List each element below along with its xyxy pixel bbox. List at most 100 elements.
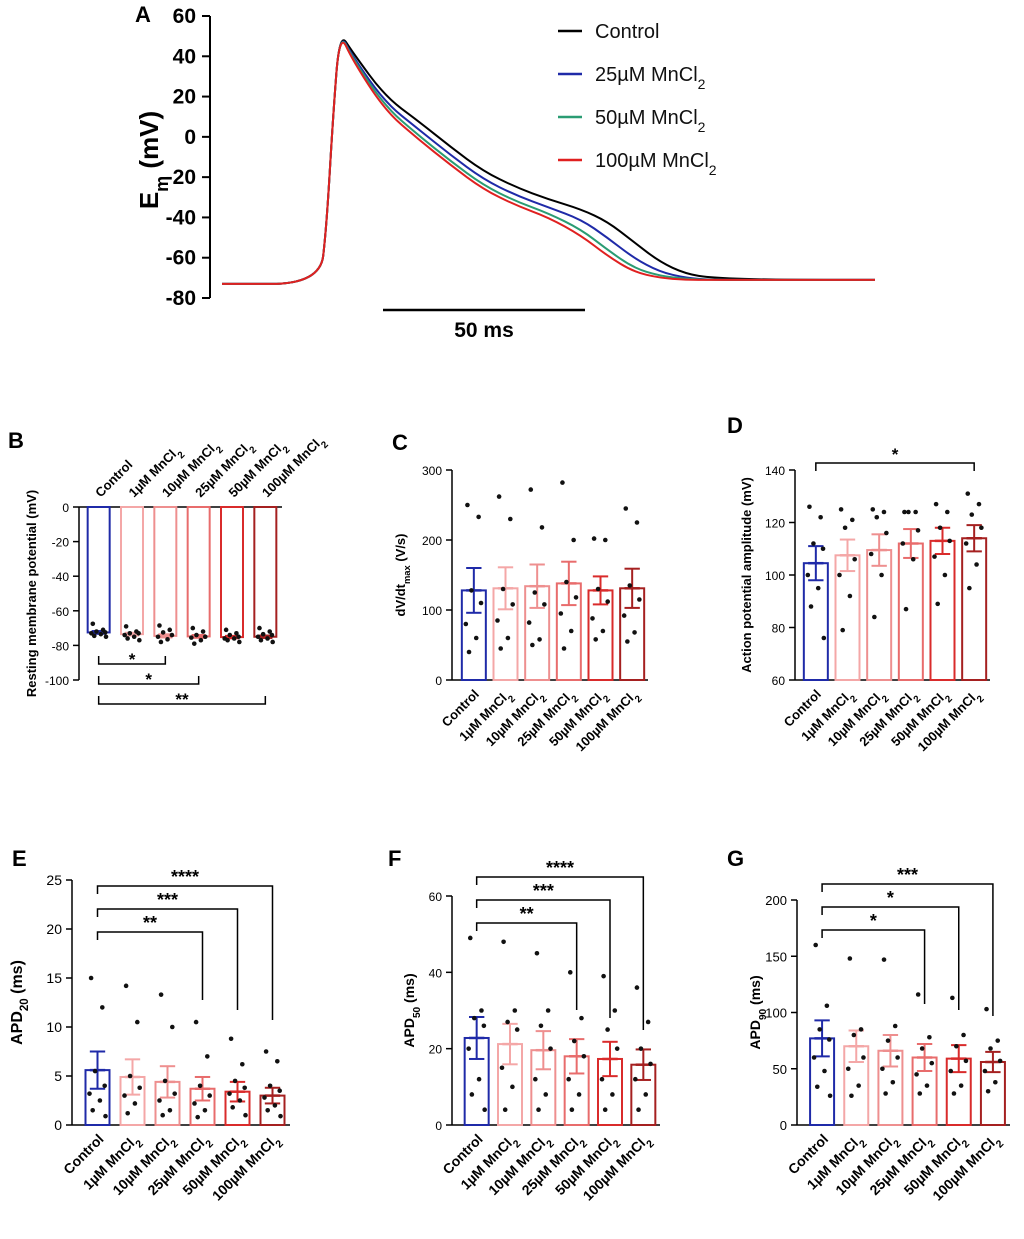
data-point (821, 635, 827, 641)
data-point (94, 629, 99, 634)
data-point (97, 1098, 103, 1103)
data-point (510, 602, 515, 607)
data-point (471, 1015, 477, 1021)
legend-entry: Control (595, 21, 659, 43)
data-point (505, 1019, 510, 1025)
data-point (532, 590, 538, 595)
data-point (103, 1113, 108, 1119)
data-point (605, 1027, 610, 1032)
data-point (805, 572, 811, 578)
significance-bracket (97, 676, 200, 685)
y-axis-label: APD90 (ms) (747, 975, 769, 1049)
legend-entry-sub: 2 (709, 162, 717, 178)
data-point (275, 1059, 280, 1064)
data-point (632, 630, 637, 635)
data-point (963, 541, 969, 546)
significance-bracket (475, 922, 578, 1010)
data-point (467, 935, 473, 941)
y-axis-label-sub: 50 (412, 1006, 423, 1018)
y-tick-label: 0 (780, 1118, 787, 1133)
data-point (902, 509, 907, 515)
data-point (566, 1076, 571, 1082)
data-point (870, 507, 876, 512)
data-point (543, 1092, 549, 1097)
data-point (482, 1107, 487, 1113)
data-point (160, 630, 166, 635)
data-point (847, 593, 853, 599)
data-point (255, 634, 261, 640)
data-point (198, 637, 204, 643)
panel-label-f: F (388, 846, 401, 871)
data-point (881, 957, 887, 962)
data-point (817, 1027, 822, 1032)
data-point (172, 1091, 177, 1096)
data-point (165, 637, 170, 642)
y-tick-label: 25 (46, 872, 62, 888)
data-point (919, 1046, 925, 1051)
data-point (207, 1093, 212, 1098)
panel-d: D 60 80 100 120 140 Action potential amplitude… (727, 413, 990, 754)
data-point (231, 636, 237, 641)
y-axis-label-main: APD (401, 1018, 417, 1048)
data-point (476, 514, 481, 520)
data-point (815, 585, 821, 591)
data-point (852, 556, 857, 562)
y-axis-label: APD50 (ms) (401, 973, 423, 1047)
significance-label: *** (157, 890, 178, 910)
scale-bar-label: 50 ms (454, 319, 514, 342)
y-axis-label-sub: 90 (758, 1008, 769, 1020)
data-point (536, 1107, 541, 1113)
y-tick-label: 20 (429, 1043, 443, 1057)
data-point (850, 517, 855, 523)
y-tick-label-a: 20 (173, 86, 196, 109)
y-tick-label: 15 (46, 970, 62, 986)
data-point (645, 1019, 651, 1025)
data-point (205, 1054, 210, 1059)
y-tick-label-a: 40 (173, 45, 196, 68)
data-point (478, 600, 484, 606)
data-point (879, 572, 884, 578)
data-point (837, 572, 842, 578)
data-point (827, 1093, 833, 1099)
significance-label: **** (546, 858, 574, 878)
data-point (954, 1043, 959, 1049)
legend-entry-sub: 2 (698, 76, 706, 92)
significance-label: ** (143, 913, 157, 933)
data-point (240, 1061, 245, 1067)
data-point (538, 1023, 544, 1029)
data-point (90, 621, 96, 627)
y-axis-label-unit: (V/s) (393, 534, 408, 566)
data-point (263, 1049, 269, 1054)
y-tick-label: 60 (772, 674, 786, 688)
data-point (236, 634, 241, 640)
data-point (634, 520, 640, 525)
data-point (510, 1084, 515, 1090)
data-point (958, 1083, 964, 1088)
bar (961, 537, 988, 681)
significance-bracket (475, 876, 645, 1030)
data-point (811, 541, 816, 546)
bar (186, 506, 211, 638)
data-point (985, 1088, 991, 1094)
significance-label: * (870, 911, 877, 931)
y-tick-label: 0 (435, 1119, 442, 1133)
significance-label: *** (897, 865, 918, 885)
data-point (127, 1073, 133, 1079)
data-point (937, 525, 943, 531)
data-point (851, 1032, 857, 1038)
y-tick-label: 150 (765, 949, 787, 964)
bar (253, 506, 278, 638)
y-axis-label-a-main: E (134, 192, 164, 209)
data-point (811, 1055, 817, 1060)
y-tick-label: 5 (54, 1068, 62, 1084)
data-point (950, 995, 955, 1001)
trace-line (222, 39, 875, 285)
data-point (942, 572, 948, 578)
data-point (495, 618, 500, 623)
data-point (988, 1046, 993, 1051)
legend-entry: 100µM MnCl2 (595, 150, 717, 178)
data-point (533, 1076, 538, 1082)
data-point (593, 637, 598, 642)
x-tick-label-sub: 2 (280, 444, 292, 456)
